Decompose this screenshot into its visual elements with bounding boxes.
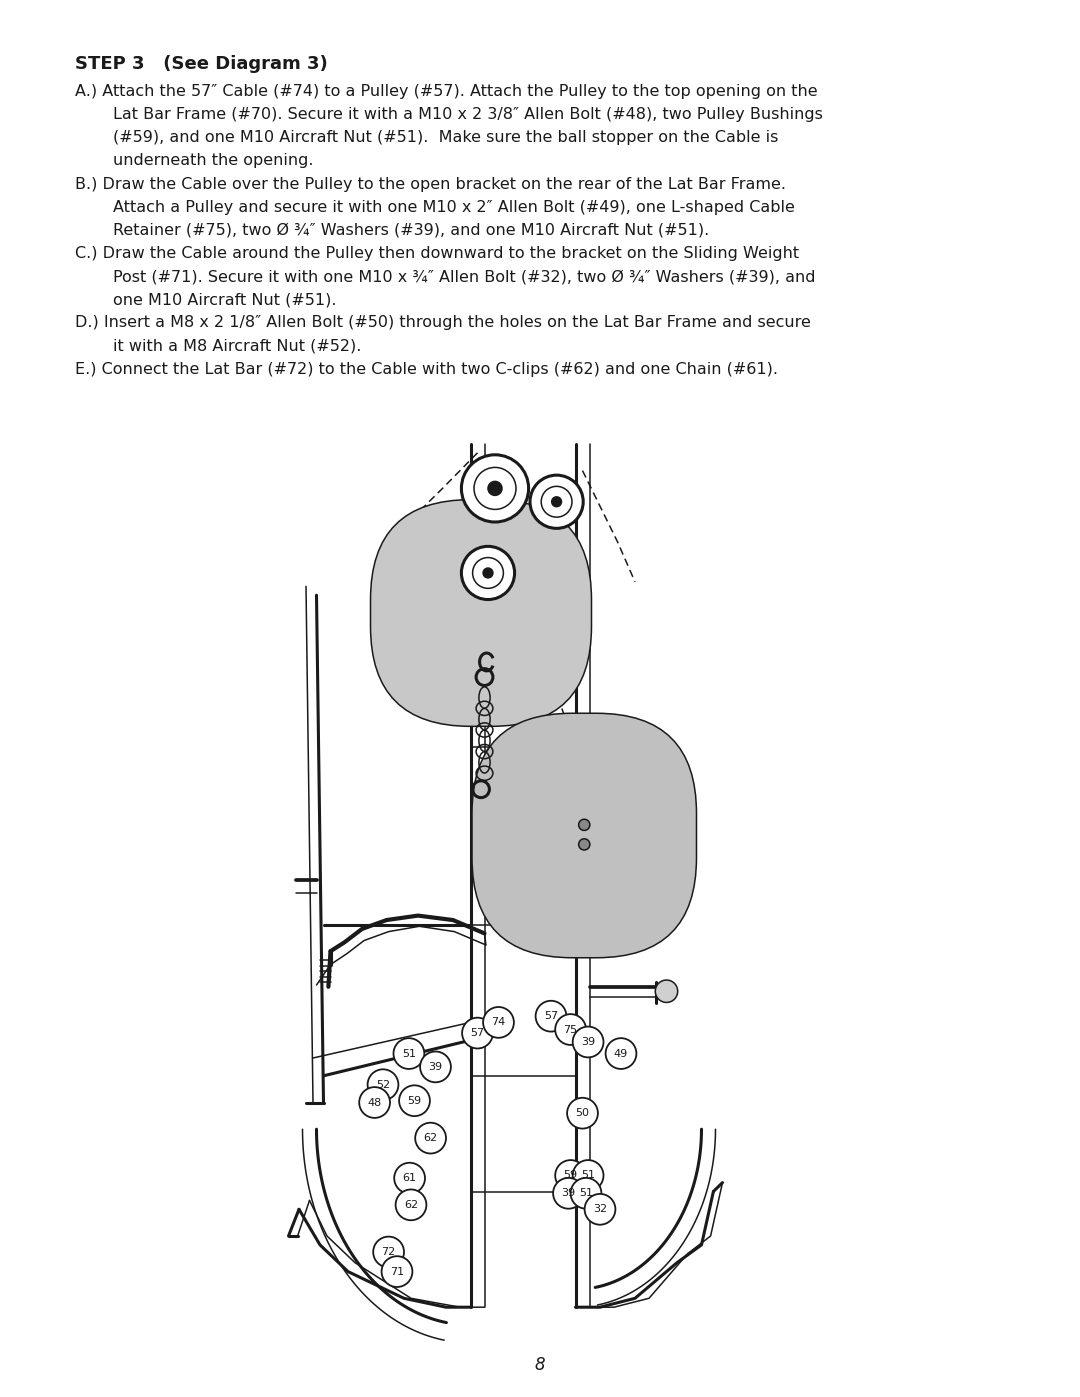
Ellipse shape — [579, 838, 590, 849]
Text: 62: 62 — [404, 1200, 418, 1210]
Ellipse shape — [552, 497, 562, 507]
Ellipse shape — [360, 1087, 390, 1118]
Ellipse shape — [381, 1256, 413, 1287]
Text: 74: 74 — [491, 1017, 505, 1027]
Text: 52: 52 — [376, 1080, 390, 1090]
Ellipse shape — [415, 1123, 446, 1154]
Ellipse shape — [536, 1000, 566, 1031]
Text: 39: 39 — [562, 1189, 576, 1199]
Ellipse shape — [474, 468, 516, 510]
Text: E.) Connect the Lat Bar (#72) to the Cable with two C-clips (#62) and one Chain : E.) Connect the Lat Bar (#72) to the Cab… — [75, 362, 778, 377]
Ellipse shape — [555, 1160, 586, 1190]
Text: STEP 3   (See Diagram 3): STEP 3 (See Diagram 3) — [75, 54, 327, 73]
Text: (#59), and one M10 Aircraft Nut (#51).  Make sure the ball stopper on the Cable : (#59), and one M10 Aircraft Nut (#51). M… — [113, 130, 779, 145]
Text: 51: 51 — [581, 1171, 595, 1180]
Text: 51: 51 — [402, 1049, 416, 1059]
Ellipse shape — [374, 1236, 404, 1267]
Ellipse shape — [393, 1038, 424, 1069]
Ellipse shape — [553, 1178, 584, 1208]
Text: B.) Draw the Cable over the Pulley to the open bracket on the rear of the Lat Ba: B.) Draw the Cable over the Pulley to th… — [75, 176, 786, 191]
Ellipse shape — [473, 557, 503, 588]
Text: 39: 39 — [581, 1037, 595, 1046]
Text: 62: 62 — [423, 1133, 437, 1143]
Text: 71: 71 — [390, 1267, 404, 1277]
Text: Post (#71). Secure it with one M10 x ¾″ Allen Bolt (#32), two Ø ¾″ Washers (#39): Post (#71). Secure it with one M10 x ¾″ … — [113, 270, 815, 284]
Ellipse shape — [400, 1085, 430, 1116]
Ellipse shape — [461, 546, 514, 599]
Ellipse shape — [572, 1160, 604, 1190]
Text: 57: 57 — [544, 1011, 558, 1021]
Ellipse shape — [606, 1038, 636, 1069]
Ellipse shape — [656, 981, 678, 1003]
Text: A.) Attach the 57″ Cable (#74) to a Pulley (#57). Attach the Pulley to the top o: A.) Attach the 57″ Cable (#74) to a Pull… — [75, 84, 818, 99]
Ellipse shape — [420, 1052, 451, 1083]
Text: 49: 49 — [613, 1049, 629, 1059]
Text: C.) Draw the Cable around the Pulley then downward to the bracket on the Sliding: C.) Draw the Cable around the Pulley the… — [75, 246, 799, 261]
Text: 32: 32 — [593, 1204, 607, 1214]
Ellipse shape — [395, 1189, 427, 1220]
Text: Lat Bar Frame (#70). Secure it with a M10 x 2 3/8″ Allen Bolt (#48), two Pulley : Lat Bar Frame (#70). Secure it with a M1… — [113, 108, 823, 122]
Text: Attach a Pulley and secure it with one M10 x 2″ Allen Bolt (#49), one L-shaped C: Attach a Pulley and secure it with one M… — [113, 200, 795, 215]
Ellipse shape — [462, 1017, 492, 1049]
Text: 61: 61 — [403, 1173, 417, 1183]
Text: 8: 8 — [535, 1356, 545, 1375]
Ellipse shape — [367, 1069, 399, 1099]
Text: one M10 Aircraft Nut (#51).: one M10 Aircraft Nut (#51). — [113, 292, 337, 307]
Ellipse shape — [488, 482, 502, 496]
Ellipse shape — [570, 1178, 602, 1208]
Ellipse shape — [530, 475, 583, 528]
Text: D.) Insert a M8 x 2 1/8″ Allen Bolt (#50) through the holes on the Lat Bar Frame: D.) Insert a M8 x 2 1/8″ Allen Bolt (#50… — [75, 316, 811, 331]
Text: 48: 48 — [367, 1098, 381, 1108]
Text: it with a M8 Aircraft Nut (#52).: it with a M8 Aircraft Nut (#52). — [113, 338, 362, 353]
Text: Retainer (#75), two Ø ¾″ Washers (#39), and one M10 Aircraft Nut (#51).: Retainer (#75), two Ø ¾″ Washers (#39), … — [113, 224, 710, 237]
Ellipse shape — [394, 1162, 426, 1193]
Ellipse shape — [584, 1194, 616, 1225]
FancyBboxPatch shape — [370, 500, 592, 726]
Text: 75: 75 — [564, 1024, 578, 1035]
Text: 50: 50 — [576, 1108, 590, 1118]
Ellipse shape — [483, 1007, 514, 1038]
Text: underneath the opening.: underneath the opening. — [113, 154, 313, 169]
Ellipse shape — [567, 1098, 598, 1129]
Ellipse shape — [572, 1027, 604, 1058]
Text: 59: 59 — [407, 1095, 421, 1105]
FancyBboxPatch shape — [472, 714, 697, 958]
Ellipse shape — [483, 569, 492, 578]
Text: 72: 72 — [381, 1248, 395, 1257]
Ellipse shape — [541, 486, 572, 517]
Ellipse shape — [555, 1014, 586, 1045]
Text: 39: 39 — [429, 1062, 443, 1071]
Text: 57: 57 — [471, 1028, 485, 1038]
Ellipse shape — [579, 819, 590, 830]
Ellipse shape — [461, 455, 528, 522]
Text: 51: 51 — [579, 1189, 593, 1199]
Text: 59: 59 — [564, 1171, 578, 1180]
